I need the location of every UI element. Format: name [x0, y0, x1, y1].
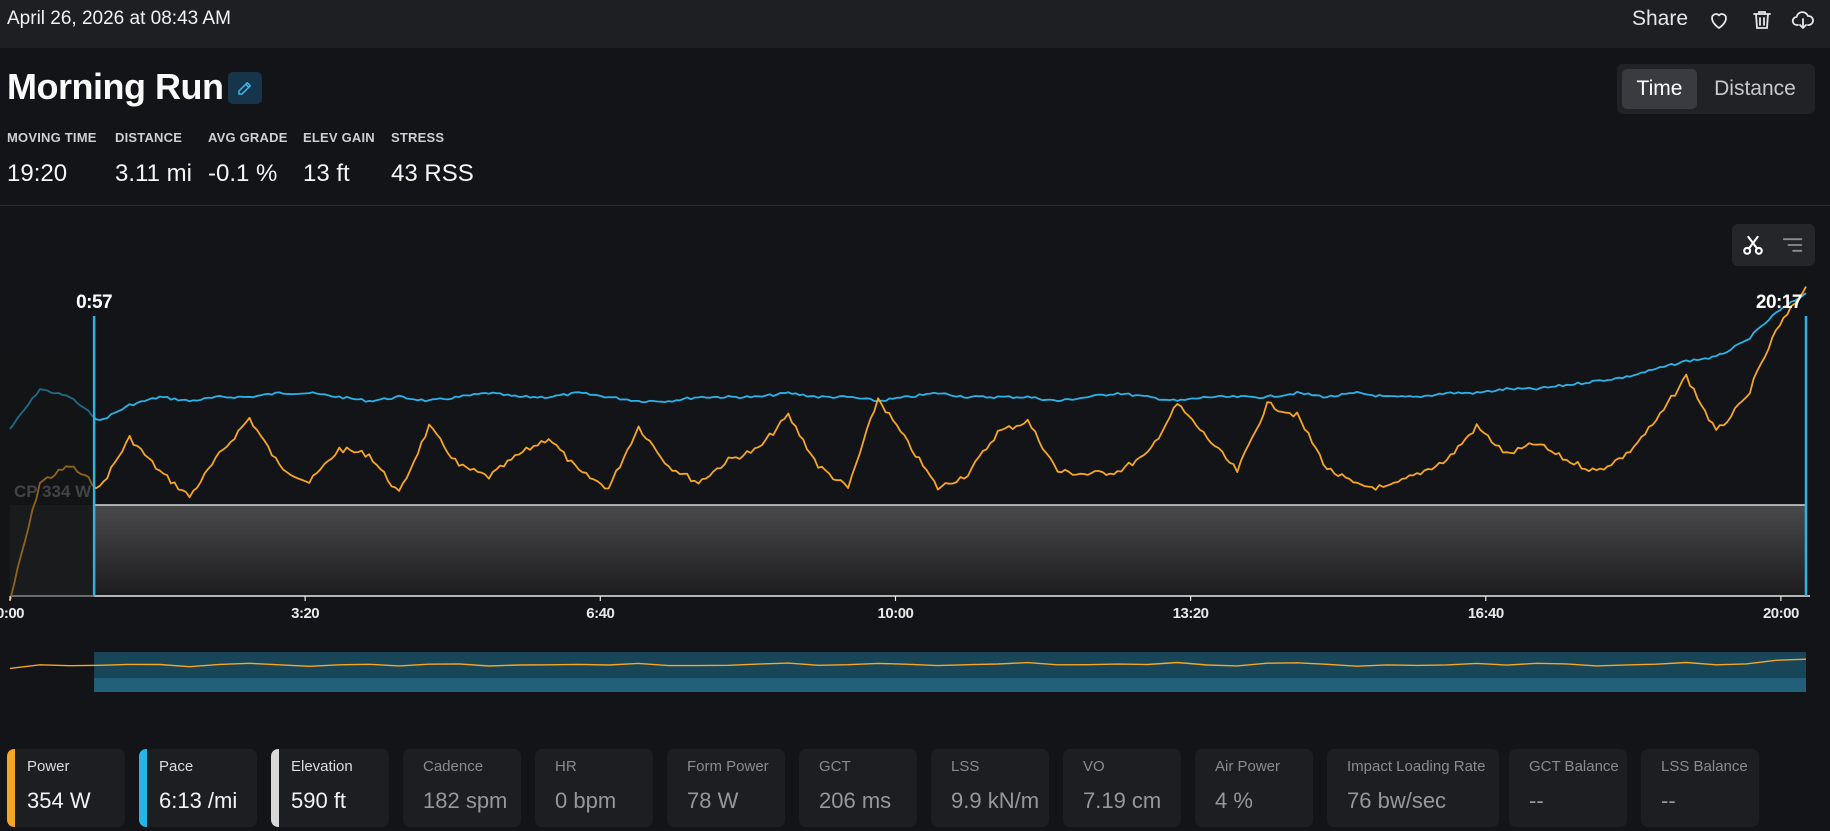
metric-card-vo[interactable]: VO 7.19 cm [1063, 749, 1181, 827]
metric-color-bar [7, 749, 15, 827]
metric-label: Impact Loading Rate [1347, 758, 1486, 775]
metric-value: 7.19 cm [1083, 788, 1162, 813]
stat-label: ELEV GAIN [303, 130, 375, 145]
overview-power-line [9, 658, 1807, 670]
x-tick-label: 10:00 [878, 605, 914, 622]
stat-moving-time: MOVING TIME 19:20 [7, 130, 97, 188]
metric-label: Air Power [1215, 758, 1281, 775]
metric-label: Elevation [291, 758, 353, 775]
metric-card-hr[interactable]: HR 0 bpm [535, 749, 653, 827]
metric-card-cadence[interactable]: Cadence 182 spm [403, 749, 521, 827]
stat-value: -0.1 % [208, 160, 278, 187]
activity-chart[interactable]: CP 334 W 0:57 20:17 0:00 3:20 6:40 10:00 13:20 1… [0, 280, 1830, 630]
metric-value: 4 % [1215, 788, 1253, 813]
x-tick-label: 3:20 [291, 605, 319, 622]
toggle-distance[interactable]: Distance [1714, 77, 1796, 100]
metric-card-pace[interactable]: Pace 6:13 /mi [139, 749, 257, 827]
stat-value: 3.11 mi [115, 160, 192, 187]
overview-elevation-band [94, 678, 1807, 692]
x-tick-label: 20:00 [1763, 605, 1799, 622]
stat-label: DISTANCE [115, 130, 183, 145]
metric-card-gct[interactable]: GCT 206 ms [799, 749, 917, 827]
metric-value: 206 ms [819, 788, 892, 813]
stat-elev-gain: ELEV GAIN 13 ft [303, 130, 375, 188]
metric-value: 182 spm [423, 788, 508, 813]
metric-value: 76 bw/sec [1347, 788, 1447, 813]
metric-label: Pace [159, 758, 194, 775]
metric-card-power[interactable]: Power 354 W [7, 749, 125, 827]
edit-title-button[interactable] [228, 72, 262, 104]
metric-card-lss-balance[interactable]: LSS Balance -- [1641, 749, 1759, 827]
metric-value: 78 W [687, 788, 739, 813]
cp-label: CP 334 W [14, 482, 92, 501]
metric-label: GCT Balance [1529, 758, 1619, 775]
metric-value: 0 bpm [555, 788, 617, 813]
trash-icon[interactable] [1750, 8, 1774, 32]
x-tick-label: 16:40 [1468, 605, 1504, 622]
x-tick-label: 0:00 [0, 605, 24, 622]
metric-value: -- [1661, 788, 1676, 813]
metric-label: Cadence [423, 758, 484, 775]
stat-label: MOVING TIME [7, 130, 97, 145]
metric-value: 590 ft [291, 788, 347, 813]
metric-label: Power [27, 758, 70, 775]
x-tick-label: 13:20 [1173, 605, 1209, 622]
overview-scrubber[interactable] [0, 640, 1830, 700]
heart-icon[interactable] [1707, 8, 1731, 32]
activity-date: April 26, 2026 at 08:43 AM [7, 8, 231, 29]
stat-label: AVG GRADE [208, 130, 288, 145]
chart-tools [1732, 224, 1815, 266]
metric-card-impact-loading-rate[interactable]: Impact Loading Rate 76 bw/sec [1327, 749, 1499, 827]
selection-start-label: 0:57 [76, 292, 112, 313]
activity-title: Morning Run [7, 66, 224, 107]
stat-value: 43 RSS [391, 160, 474, 187]
metric-color-bar [271, 749, 279, 827]
elevation-area [94, 505, 1807, 596]
metric-label: LSS Balance [1661, 758, 1748, 775]
metric-card-air-power[interactable]: Air Power 4 % [1195, 749, 1313, 827]
stat-value: 19:20 [7, 160, 68, 187]
cloud-download-icon[interactable] [1791, 8, 1815, 32]
metric-value: 9.9 kN/m [951, 788, 1040, 813]
metric-card-form-power[interactable]: Form Power 78 W [667, 749, 785, 827]
stat-label: STRESS [391, 130, 445, 145]
view-toggle: Time Distance [1617, 64, 1815, 114]
stat-stress: STRESS 43 RSS [391, 130, 474, 188]
power-series-line [9, 286, 1807, 601]
x-tick-label: 6:40 [586, 605, 614, 622]
elevation-area-outside [10, 505, 95, 596]
metric-label: HR [555, 758, 577, 775]
list-icon[interactable] [1778, 231, 1806, 259]
metric-label: LSS [951, 758, 980, 775]
metric-card-elevation[interactable]: Elevation 590 ft [271, 749, 389, 827]
metric-value: 6:13 /mi [159, 788, 238, 813]
metric-value: 354 W [27, 788, 91, 813]
metric-card-lss[interactable]: LSS 9.9 kN/m [931, 749, 1049, 827]
stat-avg-grade: AVG GRADE -0.1 % [208, 130, 288, 188]
selection-end-label: 20:17 [1756, 292, 1802, 313]
toggle-time[interactable]: Time [1622, 69, 1697, 109]
unselected-overlay [0, 340, 95, 597]
metric-card-gct-balance[interactable]: GCT Balance -- [1509, 749, 1627, 827]
metric-label: GCT [819, 758, 851, 775]
metric-label: Form Power [687, 758, 769, 775]
pencil-icon [238, 82, 251, 95]
metric-value: -- [1529, 788, 1544, 813]
metric-color-bar [139, 749, 147, 827]
scissors-icon[interactable] [1739, 231, 1767, 259]
top-bar: April 26, 2026 at 08:43 AM Share [0, 0, 1830, 48]
section-divider [0, 205, 1830, 206]
share-button[interactable]: Share [1632, 7, 1689, 30]
metric-label: VO [1083, 758, 1105, 775]
pace-series-line [9, 292, 1807, 430]
stat-distance: DISTANCE 3.11 mi [115, 130, 192, 188]
stat-value: 13 ft [303, 160, 350, 187]
